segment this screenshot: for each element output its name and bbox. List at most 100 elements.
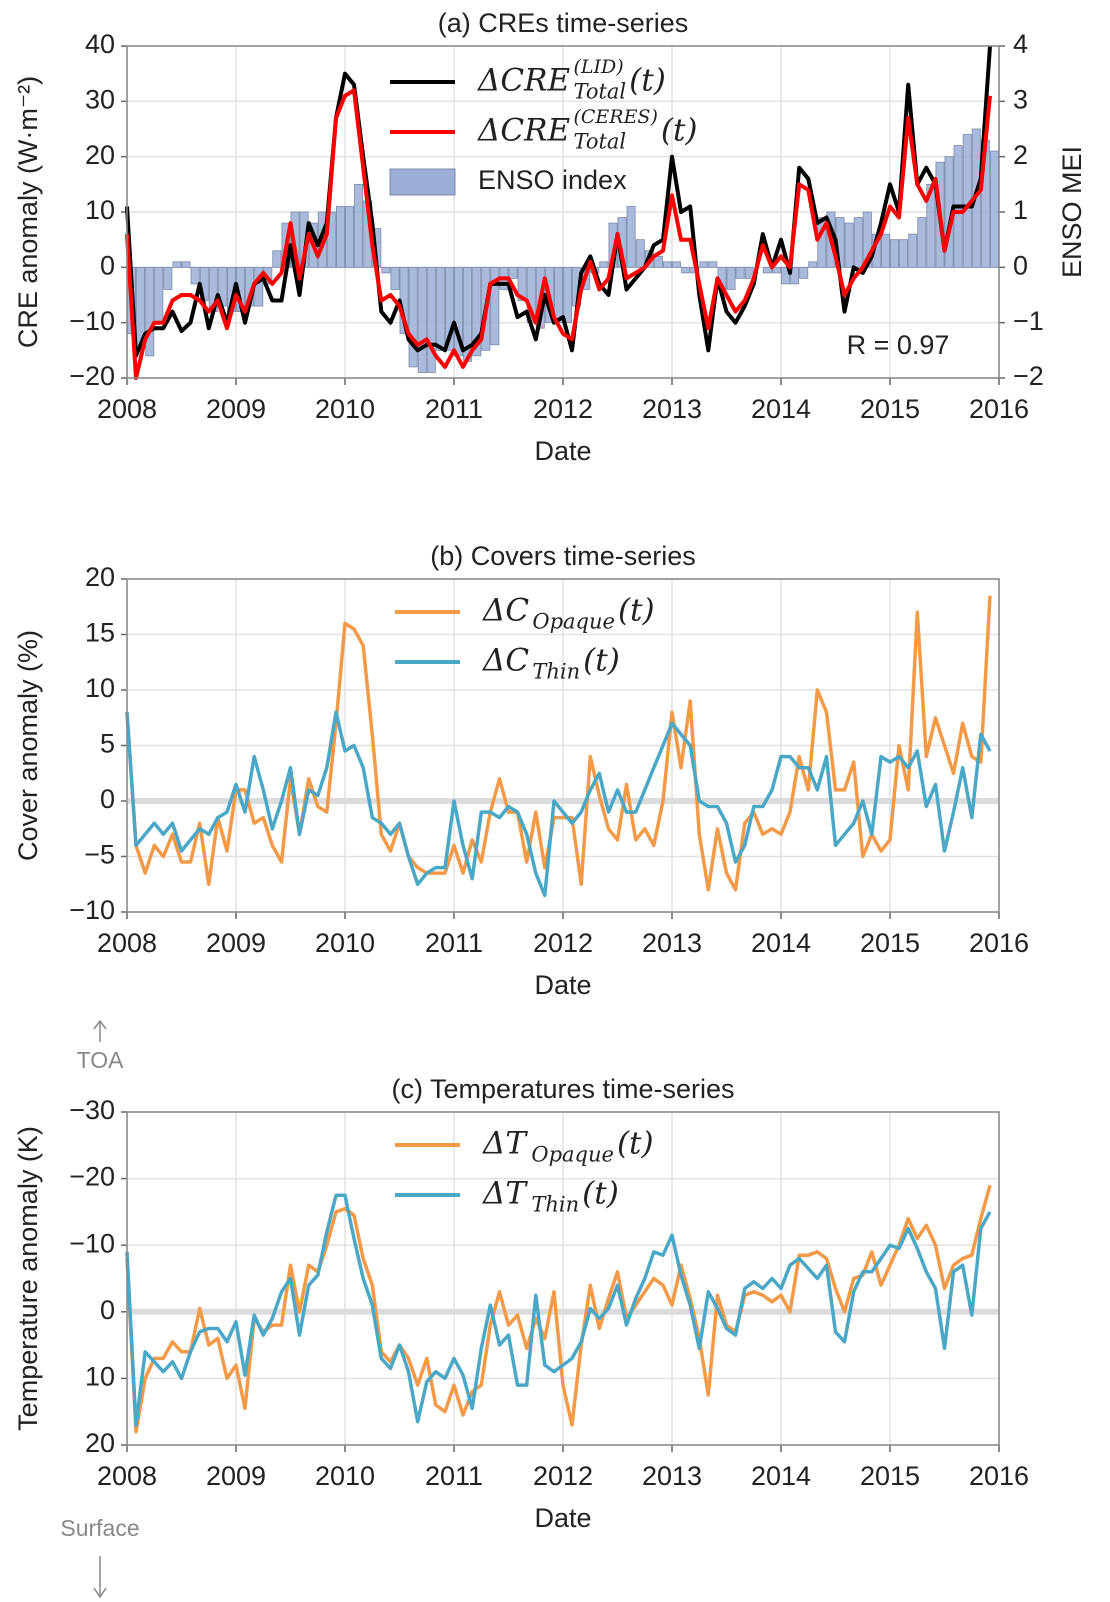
- x-tick-label: 2012: [533, 1461, 593, 1491]
- y-tick-label: 30: [85, 84, 115, 114]
- x-tick-label: 2014: [751, 394, 811, 424]
- x-tick-label: 2015: [860, 1461, 920, 1491]
- legend-superscript: (CERES): [573, 106, 657, 128]
- bar: [817, 217, 827, 268]
- legend-label: ΔC: [482, 593, 529, 629]
- x-tick-label: 2010: [315, 1461, 375, 1491]
- bar: [653, 255, 663, 268]
- surface-arrow-head: [93, 1587, 107, 1599]
- legend-argument: (t): [582, 1176, 619, 1212]
- bar: [599, 261, 609, 268]
- x-tick-label: 2008: [97, 928, 157, 958]
- plot-frame: [126, 578, 1000, 913]
- legend-subscript: Opaque: [531, 1143, 614, 1167]
- y-tick-label: 0: [100, 784, 115, 814]
- bar: [681, 266, 691, 274]
- y2-tick-label: 3: [1013, 84, 1028, 114]
- bar: [726, 266, 736, 290]
- x-tick-label: 2009: [206, 1461, 266, 1491]
- bar: [508, 266, 518, 279]
- bar: [181, 261, 191, 268]
- legend-label: ΔT: [482, 1126, 528, 1162]
- bar: [790, 266, 800, 285]
- x-tick-label: 2009: [206, 928, 266, 958]
- series-line: [125, 1193, 992, 1427]
- annotation: R = 0.97: [847, 330, 950, 360]
- x-tick-label: 2008: [97, 394, 157, 424]
- toa-arrow-head: [93, 1019, 107, 1030]
- bar: [626, 206, 636, 268]
- y-tick-label: 0: [100, 250, 115, 280]
- legend-argument: (t): [617, 1126, 654, 1162]
- bar: [781, 266, 791, 285]
- bar: [990, 150, 999, 268]
- series-line: [125, 45, 992, 358]
- bar: [435, 266, 445, 351]
- y-axis-label: Cover anomaly (%): [13, 630, 43, 861]
- legend-subscript: Total: [573, 80, 626, 104]
- bar: [154, 266, 164, 324]
- y-tick-label: −10: [69, 895, 115, 925]
- legend-argument: (t): [661, 113, 698, 149]
- y-tick-label: 40: [85, 29, 115, 59]
- legend-subscript: Total: [573, 130, 626, 154]
- legend-subscript: Opaque: [532, 610, 615, 634]
- bar: [190, 266, 200, 285]
- legend-label: ΔCRE: [477, 63, 570, 99]
- bottom-note: Surface: [60, 1515, 139, 1541]
- plot-frame: [126, 1111, 1000, 1446]
- y2-tick-label: −2: [1013, 361, 1044, 391]
- x-tick-label: 2011: [425, 1461, 483, 1491]
- legend-argument: (t): [618, 593, 655, 629]
- bar: [744, 266, 754, 279]
- chart-title: (a) CREs time-series: [438, 8, 689, 38]
- legend-superscript: (LID): [573, 56, 623, 78]
- x-tick-label: 2009: [206, 394, 266, 424]
- legend-argument: (t): [583, 643, 620, 679]
- bar: [899, 239, 909, 268]
- top-note: TOA: [77, 1047, 125, 1073]
- bar: [890, 239, 900, 268]
- legend-swatch: [389, 168, 456, 196]
- y-tick-label: −10: [69, 306, 115, 336]
- y-axis-label: CRE anomaly (W·m⁻²): [13, 76, 43, 348]
- x-tick-label: 2015: [860, 394, 920, 424]
- x-tick-label: 2011: [425, 928, 483, 958]
- bar: [772, 266, 781, 274]
- bar: [563, 266, 573, 324]
- x-tick-label: 2016: [969, 928, 1029, 958]
- bar: [345, 206, 355, 268]
- y-tick-label: −10: [69, 1228, 115, 1258]
- bar: [917, 217, 927, 268]
- legend-label: ΔC: [482, 643, 529, 679]
- bar: [635, 239, 645, 268]
- chart-title: (c) Temperatures time-series: [391, 1074, 734, 1104]
- bar: [517, 266, 527, 301]
- x-tick-label: 2013: [642, 1461, 702, 1491]
- y-tick-label: −20: [69, 1162, 115, 1192]
- bar: [417, 266, 427, 373]
- x-tick-label: 2008: [97, 1461, 157, 1491]
- x-tick-label: 2010: [315, 928, 375, 958]
- legend-subscript: Thin: [531, 1193, 579, 1217]
- bar: [853, 217, 863, 268]
- chart-title: (b) Covers time-series: [430, 541, 696, 571]
- bar: [881, 233, 890, 268]
- bar: [390, 266, 400, 290]
- y-tick-label: −20: [69, 361, 115, 391]
- y-tick-label: 15: [85, 618, 115, 648]
- bar: [808, 261, 818, 268]
- bar: [908, 233, 918, 268]
- y-tick-label: 10: [85, 195, 115, 225]
- bar: [844, 222, 854, 268]
- y-tick-label: −30: [69, 1095, 115, 1125]
- bar: [172, 261, 182, 268]
- bar: [708, 261, 718, 268]
- y-tick-label: 20: [85, 140, 115, 170]
- y-tick-label: 10: [85, 673, 115, 703]
- bar: [554, 266, 563, 324]
- bar: [381, 266, 391, 274]
- x-tick-label: 2010: [315, 394, 375, 424]
